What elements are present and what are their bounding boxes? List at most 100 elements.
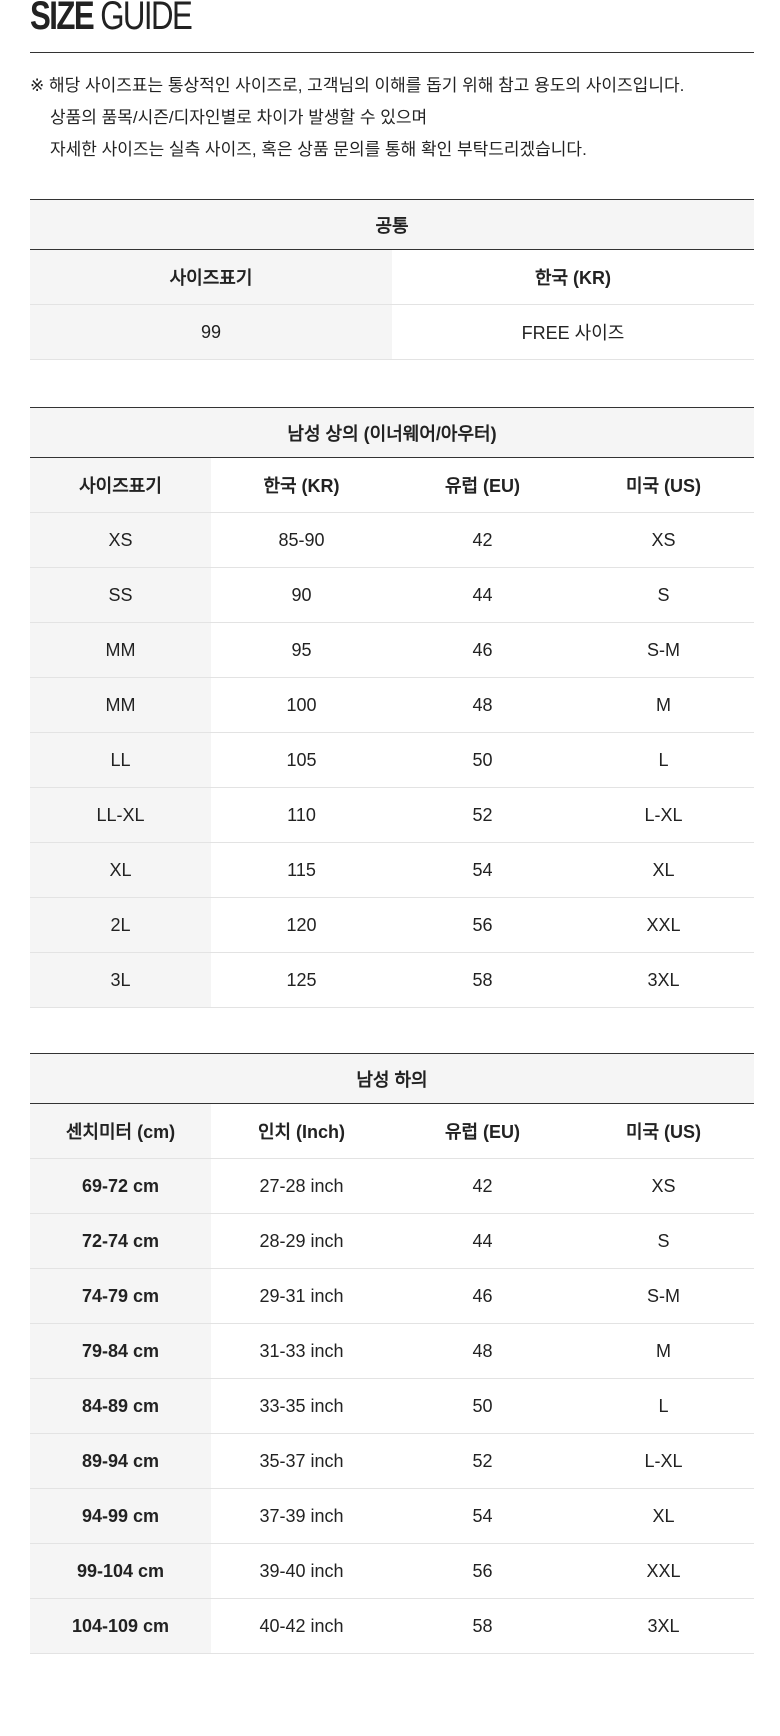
mens-tops-size-table: 남성 상의 (이너웨어/아우터) 사이즈표기 한국 (KR) 유럽 (EU) 미국 (U… xyxy=(30,407,754,1008)
column-header: 한국 (KR) xyxy=(211,457,392,513)
table-cell: 48 xyxy=(392,677,573,733)
table-cell: 46 xyxy=(392,622,573,678)
size-notes: ※ 해당 사이즈표는 통상적인 사이즈로, 고객님의 이해를 돕기 위해 참고 … xyxy=(30,70,684,166)
table-cell: LL xyxy=(30,732,211,788)
table-cell: 52 xyxy=(392,787,573,843)
title-bold: SIZE xyxy=(30,0,95,38)
table-cell: 33-35 inch xyxy=(211,1378,392,1434)
table-header-row: 사이즈표기 한국 (KR) xyxy=(30,249,754,305)
table-cell: 125 xyxy=(211,952,392,1008)
table-cell: 3L xyxy=(30,952,211,1008)
table-cell: 90 xyxy=(211,567,392,623)
column-header: 한국 (KR) xyxy=(392,249,754,305)
table-cell: 48 xyxy=(392,1323,573,1379)
table-row: 2L 120 56 XXL xyxy=(30,897,754,953)
column-header: 센치미터 (cm) xyxy=(30,1103,211,1159)
table-cell: 56 xyxy=(392,1543,573,1599)
table-cell: XS xyxy=(573,1158,754,1214)
table-cell: 89-94 cm xyxy=(30,1433,211,1489)
table-row: MM 100 48 M xyxy=(30,677,754,733)
table-cell: 56 xyxy=(392,897,573,953)
table-cell: 85-90 xyxy=(211,512,392,568)
table-cell: 110 xyxy=(211,787,392,843)
note-line: ※ 해당 사이즈표는 통상적인 사이즈로, 고객님의 이해를 돕기 위해 참고 … xyxy=(30,76,685,95)
table-cell: 52 xyxy=(392,1433,573,1489)
table-header-row: 센치미터 (cm) 인치 (Inch) 유럽 (EU) 미국 (US) xyxy=(30,1103,754,1159)
table-cell: 40-42 inch xyxy=(211,1598,392,1654)
table-row: XS 85-90 42 XS xyxy=(30,512,754,568)
table-cell: 44 xyxy=(392,1213,573,1269)
table-cell: MM xyxy=(30,677,211,733)
table-cell: 39-40 inch xyxy=(211,1543,392,1599)
table-cell: S xyxy=(573,567,754,623)
table-cell: S xyxy=(573,1213,754,1269)
table-cell: S-M xyxy=(573,622,754,678)
table-cell: XXL xyxy=(573,897,754,953)
table-row: 74-79 cm 29-31 inch 46 S-M xyxy=(30,1268,754,1324)
table-cell: 3XL xyxy=(573,952,754,1008)
table-cell: 99 xyxy=(30,304,392,360)
table-cell: 58 xyxy=(392,1598,573,1654)
table-cell: XL xyxy=(573,842,754,898)
table-row: 94-99 cm 37-39 inch 54 XL xyxy=(30,1488,754,1544)
table-cell: XXL xyxy=(573,1543,754,1599)
table-cell: 104-109 cm xyxy=(30,1598,211,1654)
table-cell: 50 xyxy=(392,1378,573,1434)
common-size-table: 공통 사이즈표기 한국 (KR) 99 FREE 사이즈 xyxy=(30,199,754,360)
table-row: MM 95 46 S-M xyxy=(30,622,754,678)
column-header: 미국 (US) xyxy=(573,1103,754,1159)
table-row: 99 FREE 사이즈 xyxy=(30,304,754,360)
title-divider xyxy=(30,52,754,53)
table-row: XL 115 54 XL xyxy=(30,842,754,898)
table-cell: 2L xyxy=(30,897,211,953)
table-cell: 42 xyxy=(392,512,573,568)
table-cell: 28-29 inch xyxy=(211,1213,392,1269)
table-cell: 115 xyxy=(211,842,392,898)
table-cell: M xyxy=(573,1323,754,1379)
table-cell: 95 xyxy=(211,622,392,678)
table-cell: 74-79 cm xyxy=(30,1268,211,1324)
table-cell: 46 xyxy=(392,1268,573,1324)
table-row: 99-104 cm 39-40 inch 56 XXL xyxy=(30,1543,754,1599)
table-cell: 105 xyxy=(211,732,392,788)
table-cell: 99-104 cm xyxy=(30,1543,211,1599)
note-line: 상품의 품목/시즌/디자인별로 차이가 발생할 수 있으며 xyxy=(50,108,428,127)
note-line: 자세한 사이즈는 실측 사이즈, 혹은 상품 문의를 통해 확인 부탁드리겠습니… xyxy=(50,140,587,159)
table-caption: 공통 xyxy=(30,199,754,250)
table-row: 89-94 cm 35-37 inch 52 L-XL xyxy=(30,1433,754,1489)
table-cell: MM xyxy=(30,622,211,678)
table-cell: 69-72 cm xyxy=(30,1158,211,1214)
table-caption: 남성 하의 xyxy=(30,1053,754,1104)
table-caption: 남성 상의 (이너웨어/아우터) xyxy=(30,407,754,458)
column-header: 사이즈표기 xyxy=(30,249,392,305)
table-cell: 54 xyxy=(392,842,573,898)
table-cell: SS xyxy=(30,567,211,623)
table-cell: M xyxy=(573,677,754,733)
table-cell: 72-74 cm xyxy=(30,1213,211,1269)
table-row: 3L 125 58 3XL xyxy=(30,952,754,1008)
column-header: 유럽 (EU) xyxy=(392,1103,573,1159)
table-cell: 120 xyxy=(211,897,392,953)
table-header-row: 사이즈표기 한국 (KR) 유럽 (EU) 미국 (US) xyxy=(30,457,754,513)
table-cell: L-XL xyxy=(573,787,754,843)
table-cell: 58 xyxy=(392,952,573,1008)
table-cell: XL xyxy=(30,842,211,898)
table-cell: 44 xyxy=(392,567,573,623)
table-row: SS 90 44 S xyxy=(30,567,754,623)
table-cell: LL-XL xyxy=(30,787,211,843)
table-cell: 29-31 inch xyxy=(211,1268,392,1324)
table-cell: 31-33 inch xyxy=(211,1323,392,1379)
table-cell: 3XL xyxy=(573,1598,754,1654)
table-cell: 79-84 cm xyxy=(30,1323,211,1379)
table-cell: 54 xyxy=(392,1488,573,1544)
column-header: 미국 (US) xyxy=(573,457,754,513)
mens-bottoms-size-table: 남성 하의 센치미터 (cm) 인치 (Inch) 유럽 (EU) 미국 (US) 69-… xyxy=(30,1053,754,1654)
table-cell: L xyxy=(573,1378,754,1434)
table-row: LL-XL 110 52 L-XL xyxy=(30,787,754,843)
table-cell: 50 xyxy=(392,732,573,788)
table-cell: 37-39 inch xyxy=(211,1488,392,1544)
page-title: SIZE GUIDE xyxy=(30,0,193,38)
table-cell: 94-99 cm xyxy=(30,1488,211,1544)
column-header: 사이즈표기 xyxy=(30,457,211,513)
table-cell: S-M xyxy=(573,1268,754,1324)
